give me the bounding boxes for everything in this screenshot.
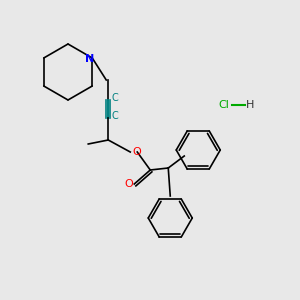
- Text: C: C: [111, 111, 118, 121]
- Text: O: O: [125, 179, 134, 189]
- Text: C: C: [111, 93, 118, 103]
- Text: N: N: [85, 54, 94, 64]
- Text: O: O: [132, 147, 141, 157]
- Text: Cl: Cl: [218, 100, 229, 110]
- Text: H: H: [246, 100, 254, 110]
